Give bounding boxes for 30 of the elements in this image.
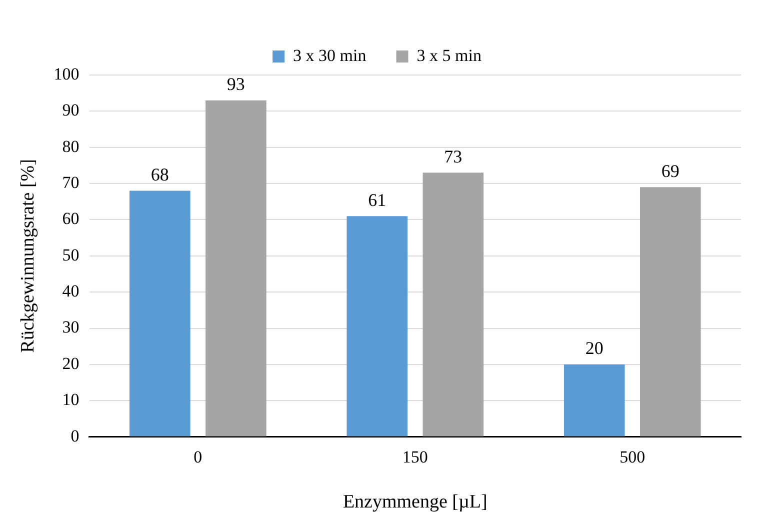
bar <box>206 100 266 436</box>
data-label: 69 <box>661 160 680 181</box>
y-tick-label: 40 <box>62 282 80 301</box>
y-tick-label: 10 <box>62 390 80 410</box>
y-tick-label: 50 <box>62 245 80 264</box>
x-tick-label: 0 <box>194 447 202 466</box>
data-label: 73 <box>444 146 462 166</box>
data-label: 61 <box>368 190 386 210</box>
y-tick-label: 0 <box>70 426 80 446</box>
bar <box>640 187 701 436</box>
y-tick-label: 60 <box>62 209 80 228</box>
y-tick-label: 90 <box>62 100 80 120</box>
bar <box>129 190 190 436</box>
y-tick-label: 20 <box>62 354 80 373</box>
y-tick-label: 100 <box>54 64 80 84</box>
bar <box>564 364 625 436</box>
x-tick-label: 150 <box>402 447 428 466</box>
bar <box>422 172 484 436</box>
y-axis-title: Rückgewinnungsrate [%] <box>17 159 38 353</box>
y-tick-label: 30 <box>62 318 80 337</box>
y-tick-label: 80 <box>62 136 80 156</box>
legend-label: 3 x 30 min <box>293 46 367 65</box>
y-tick-label: 70 <box>62 173 80 192</box>
data-label: 93 <box>226 74 245 94</box>
x-axis-title: Enzymmenge [µL] <box>342 492 488 513</box>
legend-label: 3 x 5 min <box>416 46 482 65</box>
data-label: 68 <box>150 164 169 185</box>
x-tick-label: 500 <box>620 447 646 466</box>
bar <box>346 216 408 436</box>
data-label: 20 <box>585 338 604 358</box>
